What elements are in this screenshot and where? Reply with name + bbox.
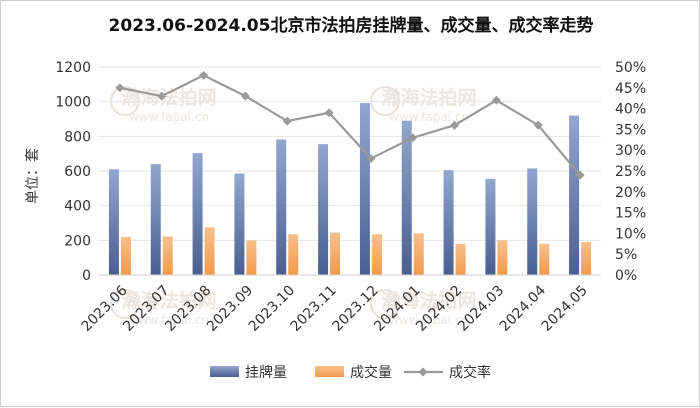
right-tick-label: 0% (615, 268, 637, 284)
bar-listing (359, 103, 370, 275)
left-tick-label: 1000 (55, 95, 91, 111)
rate-marker (240, 91, 250, 101)
rate-marker (324, 108, 334, 118)
watermark-seal-icon (110, 86, 140, 116)
left-tick-label: 600 (64, 164, 91, 180)
bar-deal (413, 233, 424, 275)
watermark-text: 瀚海法拍网 (380, 86, 476, 109)
legend-label-rate: 成交率 (449, 364, 491, 381)
x-tick-label: 2024.05 (539, 283, 591, 335)
bar-listing (276, 139, 287, 275)
right-tick-label: 20% (615, 185, 646, 201)
bar-deal (288, 234, 299, 275)
y-axis-label: 单位：套 (25, 148, 41, 204)
left-tick-label: 1200 (55, 60, 91, 76)
rate-marker (408, 133, 418, 143)
right-tick-label: 50% (615, 60, 646, 76)
right-tick-label: 5% (615, 247, 637, 263)
bar-listing (108, 169, 119, 275)
legend-label-deal: 成交量 (350, 364, 392, 381)
left-tick-label: 0 (82, 268, 91, 284)
watermark-url: www.fapai.cn (129, 313, 209, 327)
right-tick-label: 10% (615, 226, 646, 242)
bar-deal (120, 236, 131, 275)
right-tick-label: 40% (615, 102, 646, 118)
legend-marker-rate (418, 367, 428, 377)
bar-listing (150, 164, 161, 275)
chart-title: 2023.06-2024.05北京市法拍房挂牌量、成交量、成交率走势 (108, 16, 594, 36)
bar-deal (581, 242, 592, 275)
right-tick-label: 45% (615, 81, 646, 97)
right-tick-label: 30% (615, 143, 646, 159)
bar-deal (539, 243, 550, 275)
rate-marker (115, 83, 125, 93)
watermark-text: 瀚海法拍网 (380, 289, 476, 312)
bar-listing (443, 170, 454, 275)
left-tick-label: 800 (64, 129, 91, 145)
bar-deal (162, 236, 173, 275)
bar-layer (108, 103, 592, 276)
right-tick-label: 35% (615, 122, 646, 138)
watermark-url: www.fapai.cn (129, 110, 209, 124)
bar-listing (527, 168, 538, 275)
rate-marker (282, 116, 292, 126)
bar-deal (246, 240, 257, 275)
watermark-url: www.fapai.cn (389, 313, 469, 327)
rate-marker (157, 91, 167, 101)
watermark-text: 瀚海法拍网 (120, 289, 216, 312)
right-tick-label: 25% (615, 164, 646, 180)
watermark-seal-icon (110, 289, 140, 319)
bar-deal (330, 232, 341, 275)
left-tick-label: 400 (64, 199, 91, 215)
rate-marker (575, 170, 585, 180)
bar-deal (455, 243, 466, 275)
bar-listing (569, 115, 580, 276)
bar-deal (497, 240, 508, 275)
rate-marker (533, 120, 543, 130)
bar-listing (401, 120, 412, 275)
rate-marker (199, 70, 209, 80)
bar-listing (318, 144, 329, 275)
bar-deal (371, 234, 382, 275)
bar-listing (192, 153, 203, 275)
bar-listing (234, 173, 245, 275)
rate-marker (491, 95, 501, 105)
legend-swatch-deal (315, 366, 344, 377)
watermark-seal-icon (370, 86, 400, 116)
watermark-url: www.fapai.cn (389, 110, 469, 124)
left-tick-label: 200 (64, 233, 91, 249)
right-tick-label: 15% (615, 206, 646, 222)
rate-line (119, 74, 581, 176)
legend-swatch-listing (210, 366, 239, 377)
watermark-text: 瀚海法拍网 (120, 86, 216, 109)
line-layer (115, 70, 585, 180)
legend-label-listing: 挂牌量 (245, 364, 287, 381)
rate-marker (450, 120, 460, 130)
watermark-seal-icon (370, 289, 400, 319)
legend-layer: 挂牌量 成交量 成交率 (210, 364, 491, 381)
bar-listing (485, 178, 496, 275)
bar-deal (204, 227, 215, 275)
watermark-layer: 瀚海法拍网www.fapai.cn瀚海法拍网www.fapai.cn瀚海法拍网w… (110, 86, 477, 327)
rate-marker (366, 154, 376, 164)
